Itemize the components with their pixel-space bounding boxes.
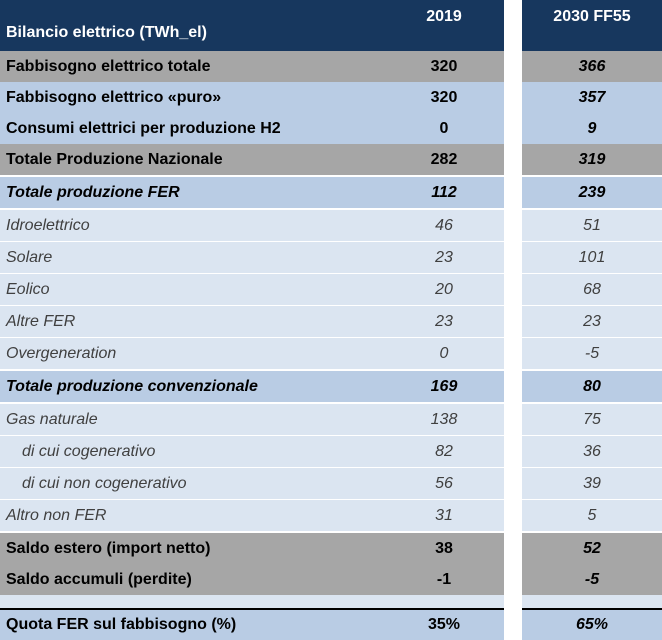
table-row: Saldo estero (import netto) 38 52 — [0, 533, 662, 564]
value-2030: 65% — [522, 610, 662, 640]
value-2019: 31 — [384, 500, 504, 531]
value-2030: 68 — [522, 274, 662, 305]
row-label: di cui cogenerativo — [0, 436, 384, 467]
row-label: Gas naturale — [0, 404, 384, 435]
table-row: Saldo accumuli (perdite) -1 -5 — [0, 564, 662, 595]
header-2030: 2030 FF55 — [522, 0, 662, 51]
row-label: Consumi elettrici per produzione H2 — [0, 113, 384, 144]
row-label: Fabbisogno elettrico «puro» — [0, 82, 384, 113]
table-row: di cui non cogenerativo 56 39 — [0, 468, 662, 499]
value-2030: 5 — [522, 500, 662, 531]
row-label: Altre FER — [0, 306, 384, 337]
value-2030: 51 — [522, 210, 662, 241]
value-2030: 36 — [522, 436, 662, 467]
value-2030: 52 — [522, 533, 662, 564]
table-row: Altre FER 23 23 — [0, 306, 662, 337]
row-label: Totale produzione FER — [0, 177, 384, 208]
value-2019: 112 — [384, 177, 504, 208]
table-row: Eolico 20 68 — [0, 274, 662, 305]
table-row: Totale Produzione Nazionale 282 319 — [0, 144, 662, 175]
value-2030: 23 — [522, 306, 662, 337]
value-2019: 35% — [384, 610, 504, 640]
row-label: Overgeneration — [0, 338, 384, 369]
value-2030: 319 — [522, 144, 662, 175]
divider — [522, 608, 662, 610]
table-row: Totale produzione convenzionale 169 80 — [0, 371, 662, 402]
table-header: Bilancio elettrico (TWh_el) 2019 2030 FF… — [0, 0, 662, 51]
table-row: Fabbisogno elettrico totale 320 366 — [0, 51, 662, 82]
value-2030: 101 — [522, 242, 662, 273]
row-label: Solare — [0, 242, 384, 273]
value-2030: 239 — [522, 177, 662, 208]
table-row: Solare 23 101 — [0, 242, 662, 273]
value-2019: -1 — [384, 564, 504, 595]
value-2019: 56 — [384, 468, 504, 499]
table-row: Fabbisogno elettrico «puro» 320 357 — [0, 82, 662, 113]
value-2019: 0 — [384, 338, 504, 369]
table-row: Consumi elettrici per produzione H2 0 9 — [0, 113, 662, 144]
table-row: Gas naturale 138 75 — [0, 404, 662, 435]
value-2030: 366 — [522, 51, 662, 82]
value-2019: 169 — [384, 371, 504, 402]
value-2030: 39 — [522, 468, 662, 499]
value-2030: 9 — [522, 113, 662, 144]
row-label: Fabbisogno elettrico totale — [0, 51, 384, 82]
value-2030: -5 — [522, 338, 662, 369]
row-label: Idroelettrico — [0, 210, 384, 241]
table-row: Idroelettrico 46 51 — [0, 210, 662, 241]
value-2030: -5 — [522, 564, 662, 595]
table-row: Overgeneration 0 -5 — [0, 338, 662, 369]
value-2019: 23 — [384, 242, 504, 273]
value-2030: 80 — [522, 371, 662, 402]
value-2030: 75 — [522, 404, 662, 435]
row-label: Saldo estero (import netto) — [0, 533, 384, 564]
divider — [0, 608, 504, 610]
value-2019: 138 — [384, 404, 504, 435]
row-label: Altro non FER — [0, 500, 384, 531]
row-label: Totale produzione convenzionale — [0, 371, 384, 402]
table-row: Quota FER sul fabbisogno (%) 35% 65% — [0, 610, 662, 640]
value-2019: 82 — [384, 436, 504, 467]
row-label: Quota FER sul fabbisogno (%) — [0, 610, 384, 640]
row-label: Saldo accumuli (perdite) — [0, 564, 384, 595]
value-2019: 320 — [384, 51, 504, 82]
value-2019: 0 — [384, 113, 504, 144]
value-2019: 320 — [384, 82, 504, 113]
value-2019: 20 — [384, 274, 504, 305]
table-row: di cui cogenerativo 82 36 — [0, 436, 662, 467]
value-2019: 23 — [384, 306, 504, 337]
header-label: Bilancio elettrico (TWh_el) — [0, 0, 384, 51]
table-row: Totale produzione FER 112 239 — [0, 177, 662, 208]
value-2019: 46 — [384, 210, 504, 241]
table-row: Altro non FER 31 5 — [0, 500, 662, 531]
spacer-row — [0, 595, 662, 609]
value-2019: 38 — [384, 533, 504, 564]
row-label: di cui non cogenerativo — [0, 468, 384, 499]
header-2019: 2019 — [384, 0, 504, 51]
row-label: Totale Produzione Nazionale — [0, 144, 384, 175]
value-2030: 357 — [522, 82, 662, 113]
value-2019: 282 — [384, 144, 504, 175]
row-label: Eolico — [0, 274, 384, 305]
